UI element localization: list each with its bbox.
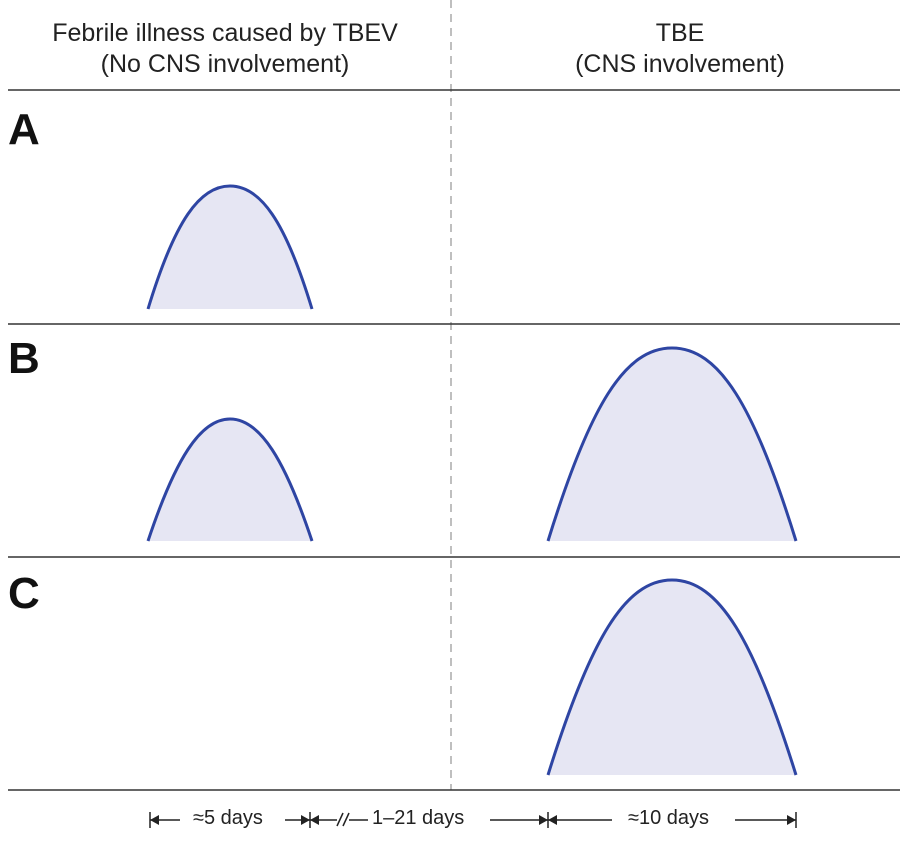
header-left-subtitle: (No CNS involvement) xyxy=(100,50,350,78)
panel-b-febrile-outline xyxy=(146,417,314,542)
header-tbe: TBE (CNS involvement) xyxy=(480,18,880,80)
axis-break-mark-1 xyxy=(336,812,344,827)
header-right-subtitle: (CNS involvement) xyxy=(575,50,785,78)
timeline-arrowhead xyxy=(301,815,310,825)
header-right-title: TBE xyxy=(655,19,705,47)
panel-c-tbe-outline xyxy=(546,578,798,776)
header-left-title: Febrile illness caused by TBEV xyxy=(52,19,398,47)
timeline-arrowhead xyxy=(539,815,548,825)
header-febrile-illness: Febrile illness caused by TBEV (No CNS i… xyxy=(20,18,430,80)
timeline-febrile-duration: ≈5 days xyxy=(193,807,263,829)
timeline-arrowhead xyxy=(787,815,796,825)
panel-a-label: A xyxy=(8,105,40,154)
panel-b-label: B xyxy=(8,334,40,383)
axis-break-mark-2 xyxy=(342,812,350,827)
panel-a-febrile-outline xyxy=(146,184,314,310)
panel-c-tbe-curve xyxy=(548,580,796,775)
panel-b-tbe-curve xyxy=(548,348,796,541)
timeline-interval-duration: 1–21 days xyxy=(372,807,465,829)
timeline-arrowhead xyxy=(150,815,159,825)
panel-c-label: C xyxy=(8,569,40,618)
timeline-tbe-duration: ≈10 days xyxy=(628,807,710,829)
timeline xyxy=(149,812,797,828)
panel-b-tbe-outline xyxy=(546,346,798,542)
panel-a-febrile-curve xyxy=(148,186,312,309)
